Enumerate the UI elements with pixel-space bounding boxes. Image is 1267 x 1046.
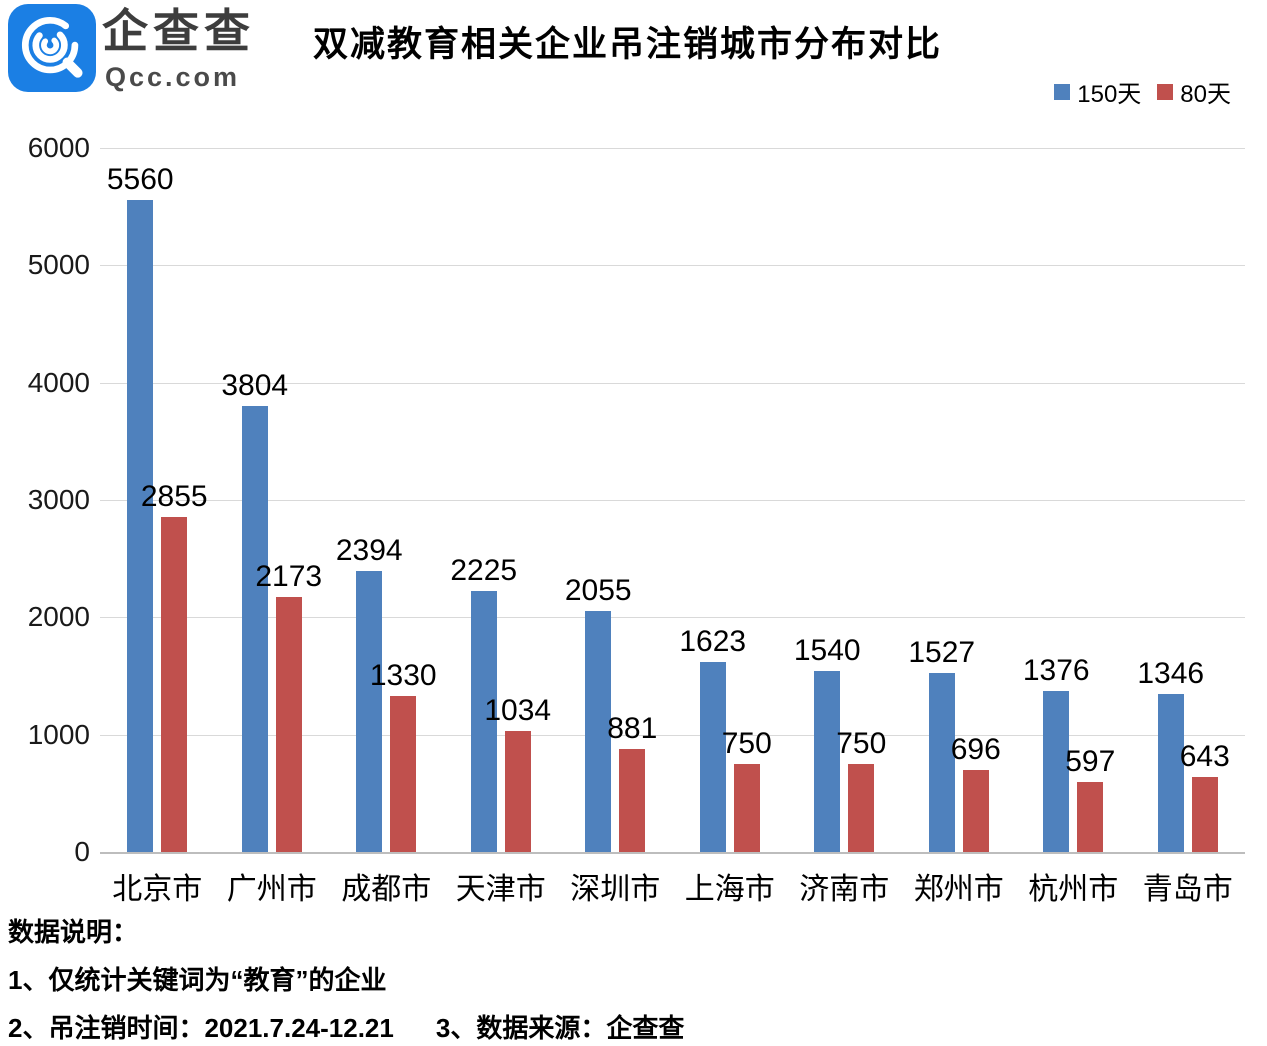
bar-value-label: 750 bbox=[721, 727, 772, 760]
bar-value-label: 1527 bbox=[908, 635, 976, 669]
bar-value-label: 2173 bbox=[255, 560, 323, 594]
bar-150天: 2225 bbox=[450, 554, 517, 852]
bar-value-label: 1376 bbox=[1022, 653, 1090, 687]
x-axis-label: 深圳市 bbox=[570, 873, 661, 906]
data-notes: 数据说明： 1、仅统计关键词为“教育”的企业 2、吊注销时间：2021.7.24… bbox=[8, 912, 1108, 1045]
bar-80天: 881 bbox=[607, 712, 657, 852]
bar-80天: 2173 bbox=[255, 560, 322, 852]
category-group: 1540 750 bbox=[787, 148, 902, 852]
note-2: 2、吊注销时间：2021.7.24-12.21 bbox=[8, 1013, 394, 1043]
brand-domain: Qcc.com bbox=[105, 62, 241, 92]
gridline bbox=[100, 148, 1245, 149]
bar-80天: 750 bbox=[836, 727, 886, 852]
legend-swatch bbox=[1054, 83, 1071, 100]
legend-item: 150天 bbox=[1054, 74, 1141, 109]
category-group: 2225 1034 bbox=[444, 148, 559, 852]
y-axis-tick-label: 5000 bbox=[27, 249, 90, 281]
bar-80天: 643 bbox=[1180, 740, 1230, 852]
y-axis-tick-label: 0 bbox=[74, 836, 90, 867]
category-group: 1346 643 bbox=[1131, 148, 1246, 852]
bar-80天: 1330 bbox=[370, 659, 437, 852]
bar-value-label: 881 bbox=[607, 711, 658, 745]
x-axis-label: 上海市 bbox=[684, 873, 775, 906]
x-axis-label: 杭州市 bbox=[1028, 873, 1119, 906]
bar-150天: 2055 bbox=[565, 574, 632, 852]
x-axis-label: 郑州市 bbox=[913, 873, 1004, 906]
bar-150天: 5560 bbox=[107, 163, 174, 852]
bar-value-label: 597 bbox=[1065, 744, 1116, 778]
bar-80天: 1034 bbox=[484, 694, 551, 852]
brand-name: 企查查 bbox=[102, 5, 255, 57]
bar-150天: 1527 bbox=[908, 636, 975, 852]
bar-value-label: 1540 bbox=[793, 634, 861, 668]
category-group: 5560 2855 bbox=[100, 148, 215, 852]
category-group: 3804 2173 bbox=[215, 148, 330, 852]
bar-150天: 3804 bbox=[221, 369, 288, 852]
chart-title: 双减教育相关企业吊注销城市分布对比 bbox=[313, 25, 943, 64]
bar-chart-plot-area: 5560 2855 北京市 3804 2173 广州市 2394 1330 成都市 2225 103… bbox=[100, 148, 1246, 906]
y-axis-tick-label: 2000 bbox=[27, 601, 90, 633]
bar-150天: 2394 bbox=[336, 534, 403, 852]
y-axis-tick-label: 1000 bbox=[27, 718, 90, 750]
bar-value-label: 1330 bbox=[369, 658, 437, 692]
bar-value-label: 1034 bbox=[484, 693, 552, 727]
bar-80天: 750 bbox=[722, 727, 772, 852]
note-row: 2、吊注销时间：2021.7.24-12.21 3、数据来源：企查查 bbox=[8, 1008, 684, 1045]
bar-value-label: 1623 bbox=[679, 624, 747, 658]
legend-label: 80天 bbox=[1180, 81, 1231, 108]
note-1: 1、仅统计关键词为“教育”的企业 bbox=[8, 965, 387, 995]
category-group: 2055 881 bbox=[558, 148, 673, 852]
gridline bbox=[100, 734, 1245, 736]
bar-value-label: 643 bbox=[1179, 739, 1230, 773]
legend-swatch bbox=[1157, 83, 1174, 100]
bar-value-label: 5560 bbox=[106, 162, 174, 196]
gridline bbox=[100, 382, 1245, 384]
bar-value-label: 750 bbox=[836, 727, 887, 760]
bar-80天: 696 bbox=[951, 733, 1001, 852]
x-axis-label: 青岛市 bbox=[1142, 873, 1233, 906]
bar-value-label: 2055 bbox=[564, 573, 632, 607]
bar-value-label: 1346 bbox=[1137, 657, 1205, 691]
category-group: 1623 750 bbox=[673, 148, 788, 852]
x-axis-baseline bbox=[100, 852, 1245, 854]
x-axis-label: 天津市 bbox=[455, 873, 546, 906]
gridline bbox=[100, 617, 1245, 619]
bar-value-label: 2394 bbox=[335, 534, 403, 568]
legend-label: 150天 bbox=[1077, 81, 1142, 108]
category-group: 2394 1330 bbox=[329, 148, 444, 852]
bar-value-label: 2225 bbox=[450, 553, 518, 587]
legend-item: 80天 bbox=[1157, 74, 1231, 109]
gridline bbox=[100, 265, 1245, 267]
qcc-logo-icon bbox=[8, 4, 96, 92]
bar-80天: 597 bbox=[1065, 745, 1115, 852]
bar-value-label: 3804 bbox=[221, 368, 289, 402]
x-axis-label: 广州市 bbox=[226, 873, 317, 906]
x-axis-label: 济南市 bbox=[799, 873, 890, 906]
category-group: 1527 696 bbox=[902, 148, 1017, 852]
bar-value-label: 2855 bbox=[140, 480, 208, 514]
y-axis-tick-label: 6000 bbox=[27, 132, 90, 163]
gridline bbox=[100, 500, 1245, 501]
bar-150天: 1540 bbox=[794, 634, 861, 852]
notes-heading: 数据说明： bbox=[8, 917, 139, 947]
bar-150天: 1346 bbox=[1137, 657, 1204, 852]
bar-150天: 1623 bbox=[679, 625, 746, 852]
x-axis-label: 成都市 bbox=[341, 873, 432, 906]
bar-value-label: 696 bbox=[950, 733, 1001, 767]
bar-150天: 1376 bbox=[1023, 654, 1090, 852]
y-axis-tick-label: 4000 bbox=[27, 366, 90, 398]
x-axis-label: 北京市 bbox=[112, 873, 203, 906]
bar-80天: 2855 bbox=[141, 480, 208, 852]
legend: 150天 80天 bbox=[1054, 74, 1231, 109]
category-group: 1376 597 bbox=[1016, 148, 1131, 852]
magnifier-q-glyph bbox=[21, 16, 83, 78]
note-3: 3、数据来源：企查查 bbox=[435, 1013, 685, 1043]
y-axis-tick-label: 3000 bbox=[27, 484, 90, 515]
y-axis: 0 1000 2000 3000 4000 5000 6000 bbox=[0, 132, 90, 867]
